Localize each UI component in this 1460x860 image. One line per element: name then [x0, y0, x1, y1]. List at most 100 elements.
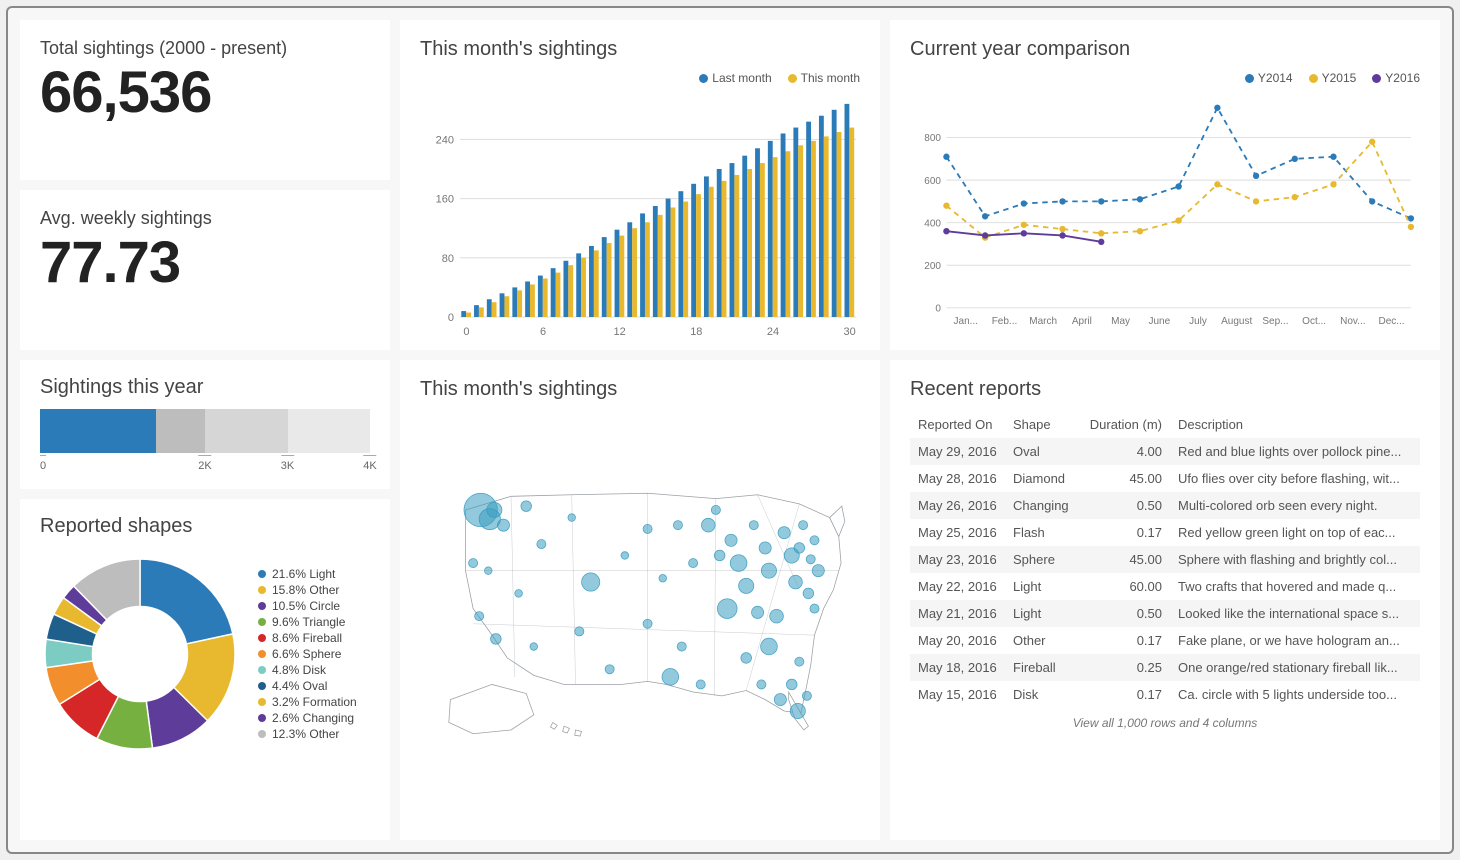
bar[interactable]	[696, 194, 701, 317]
map-bubble[interactable]	[643, 524, 652, 533]
line-point[interactable]	[943, 202, 949, 208]
map-bubble[interactable]	[487, 502, 502, 517]
legend-item[interactable]: 6.6% Sphere	[258, 646, 357, 662]
bar[interactable]	[487, 299, 492, 317]
legend-item[interactable]: Y2014	[1245, 71, 1293, 85]
line-point[interactable]	[1021, 222, 1027, 228]
line-point[interactable]	[1137, 196, 1143, 202]
bar[interactable]	[500, 293, 505, 317]
table-row[interactable]: May 18, 2016Fireball0.25One orange/red s…	[910, 654, 1420, 681]
line-point[interactable]	[1253, 173, 1259, 179]
bar[interactable]	[632, 228, 637, 317]
map-bubble[interactable]	[621, 552, 629, 560]
bar[interactable]	[832, 110, 837, 317]
legend-item[interactable]: 8.6% Fireball	[258, 630, 357, 646]
map-bubble[interactable]	[530, 643, 538, 651]
legend-item[interactable]: 10.5% Circle	[258, 598, 357, 614]
bar[interactable]	[709, 187, 714, 317]
line-point[interactable]	[1059, 232, 1065, 238]
bar[interactable]	[474, 305, 479, 317]
map-bubble[interactable]	[537, 540, 546, 549]
bar[interactable]	[824, 136, 829, 317]
bar[interactable]	[678, 191, 683, 317]
bar[interactable]	[568, 265, 573, 317]
map-bubble[interactable]	[812, 565, 824, 577]
bar[interactable]	[691, 184, 696, 317]
line-series[interactable]	[946, 108, 1410, 219]
table-column-header[interactable]: Duration (m)	[1080, 411, 1170, 438]
line-point[interactable]	[1214, 105, 1220, 111]
line-point[interactable]	[1292, 156, 1298, 162]
donut-slice[interactable]	[140, 559, 233, 644]
legend-item[interactable]: This month	[788, 71, 860, 85]
map-bubble[interactable]	[582, 573, 600, 591]
line-point[interactable]	[1175, 217, 1181, 223]
bar[interactable]	[589, 246, 594, 317]
table-row[interactable]: May 28, 2016Diamond45.00Ufo flies over c…	[910, 465, 1420, 492]
line-point[interactable]	[1330, 181, 1336, 187]
line-point[interactable]	[1369, 139, 1375, 145]
bar[interactable]	[683, 202, 688, 317]
bar[interactable]	[785, 151, 790, 317]
map-bubble[interactable]	[491, 634, 502, 645]
map-bubble[interactable]	[568, 514, 576, 522]
donut-chart[interactable]	[40, 554, 240, 754]
map-bubble[interactable]	[662, 669, 679, 686]
map-bubble[interactable]	[677, 642, 686, 651]
bar[interactable]	[666, 199, 671, 317]
bar[interactable]	[461, 311, 466, 317]
map-bubble[interactable]	[810, 604, 819, 613]
map-bubble[interactable]	[484, 567, 492, 575]
legend-item[interactable]: 2.6% Changing	[258, 710, 357, 726]
table-row[interactable]: May 25, 2016Flash0.17Red yellow green li…	[910, 519, 1420, 546]
bar[interactable]	[581, 258, 586, 317]
legend-item[interactable]: 4.8% Disk	[258, 662, 357, 678]
map-bubble[interactable]	[730, 555, 747, 572]
map-bubble[interactable]	[575, 627, 584, 636]
line-point[interactable]	[1021, 230, 1027, 236]
bar[interactable]	[525, 281, 530, 317]
map-bubble[interactable]	[711, 505, 720, 514]
bar[interactable]	[538, 276, 543, 317]
bar[interactable]	[594, 250, 599, 317]
map-bubble[interactable]	[770, 609, 784, 623]
table-row[interactable]: May 23, 2016Sphere45.00Sphere with flash…	[910, 546, 1420, 573]
bar[interactable]	[781, 133, 786, 317]
line-point[interactable]	[1137, 228, 1143, 234]
legend-item[interactable]: 9.6% Triangle	[258, 614, 357, 630]
bar[interactable]	[504, 296, 509, 317]
line-point[interactable]	[1369, 198, 1375, 204]
line-chart[interactable]: 0200400600800Jan...Feb...MarchAprilMayJu…	[910, 89, 1420, 339]
line-point[interactable]	[1214, 181, 1220, 187]
bar[interactable]	[704, 176, 709, 317]
bar[interactable]	[755, 148, 760, 317]
bar[interactable]	[742, 156, 747, 317]
map-bubble[interactable]	[696, 680, 705, 689]
bar[interactable]	[730, 163, 735, 317]
bar[interactable]	[602, 237, 607, 317]
map-bubble[interactable]	[752, 606, 764, 618]
map-bubble[interactable]	[725, 534, 737, 546]
line-point[interactable]	[1059, 198, 1065, 204]
progress-bar[interactable]	[40, 409, 370, 453]
bar[interactable]	[768, 141, 773, 317]
bar[interactable]	[811, 141, 816, 317]
map-bubble[interactable]	[689, 559, 698, 568]
line-point[interactable]	[1408, 215, 1414, 221]
bar[interactable]	[619, 236, 624, 317]
bar[interactable]	[530, 284, 535, 317]
map-bubble[interactable]	[643, 619, 652, 628]
bar[interactable]	[773, 157, 778, 317]
map-bubble[interactable]	[803, 588, 814, 599]
map-bubble[interactable]	[778, 527, 790, 539]
line-point[interactable]	[1175, 183, 1181, 189]
map-bubble[interactable]	[515, 590, 523, 598]
bar[interactable]	[837, 132, 842, 317]
map-bubble[interactable]	[790, 703, 805, 718]
line-point[interactable]	[1408, 224, 1414, 230]
bar[interactable]	[576, 253, 581, 317]
map-bubble[interactable]	[774, 694, 786, 706]
map-bubble[interactable]	[701, 518, 715, 532]
line-point[interactable]	[1253, 198, 1259, 204]
map-bubble[interactable]	[795, 657, 804, 666]
